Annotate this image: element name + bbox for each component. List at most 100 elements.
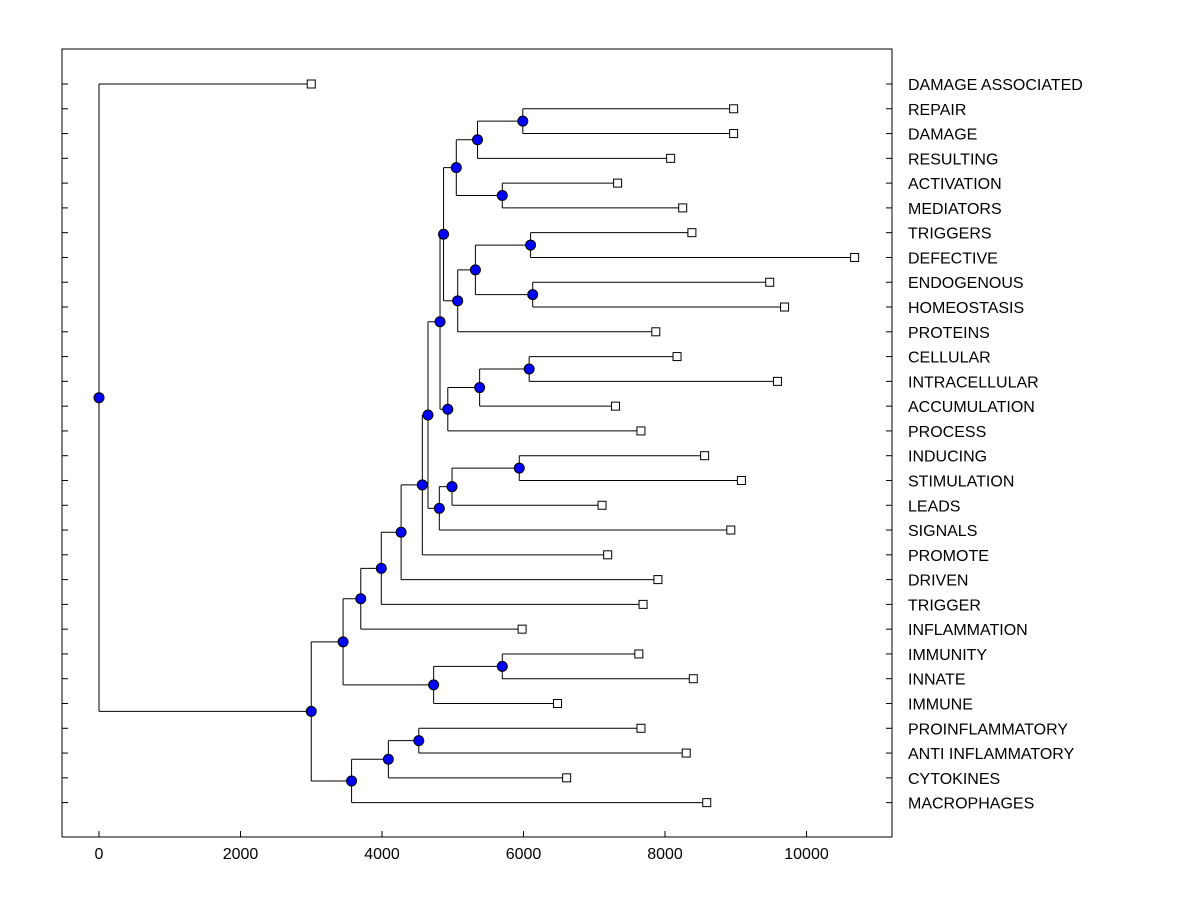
leaf-label: DEFECTIVE — [908, 250, 998, 267]
leaf-marker — [700, 451, 710, 461]
merge-node — [346, 775, 358, 787]
leaf-marker — [597, 500, 607, 510]
merge-node — [93, 392, 105, 404]
merge-node — [413, 735, 425, 747]
leaf-marker — [610, 401, 620, 411]
leaf-marker — [729, 104, 739, 114]
leaf-marker — [736, 475, 746, 485]
leaf-label: PROCESS — [908, 424, 986, 441]
leaf-label: ACTIVATION — [908, 176, 1002, 193]
leaf-marker — [688, 674, 698, 684]
merge-node — [416, 479, 428, 491]
merge-node — [513, 462, 525, 474]
leaf-marker — [765, 277, 775, 287]
leaf-label: LEADS — [908, 498, 960, 515]
merge-node — [446, 481, 458, 493]
tick-marks — [62, 83, 892, 837]
leaf-label: MEDIATORS — [908, 201, 1002, 218]
leaf-marker — [552, 699, 562, 708]
leaf-marker — [613, 178, 623, 188]
merge-node — [452, 295, 464, 307]
leaf-marker — [687, 228, 697, 238]
leaf-label: SIGNALS — [908, 523, 977, 540]
leaf-marker — [638, 599, 648, 609]
leaf-marker — [636, 426, 646, 436]
x-tick-label: 0 — [95, 846, 104, 863]
merge-node — [469, 264, 481, 276]
leaf-label: HOMEOSTASIS — [908, 300, 1024, 317]
merge-node — [337, 636, 349, 648]
leaf-marker — [636, 723, 646, 733]
dendrogram-edges — [98, 83, 855, 804]
merge-node — [355, 593, 367, 605]
leaf-label: REPAIR — [908, 102, 966, 119]
leaf-label: CELLULAR — [908, 350, 991, 367]
leaf-marker — [729, 129, 739, 139]
leaf-label: ENDOGENOUS — [908, 275, 1024, 292]
leaf-label: INNATE — [908, 672, 965, 689]
leaf-marker — [678, 203, 688, 213]
leaf-label: PROINFLAMMATORY — [908, 721, 1068, 738]
leaf-labels: DAMAGE ASSOCIATED REPAIR DAMAGE RESULTING AC… — [908, 77, 1083, 813]
merge-node — [438, 228, 450, 240]
merge-node — [523, 363, 535, 375]
merge-nodes — [93, 115, 539, 787]
leaf-label: MACROPHAGES — [908, 796, 1034, 813]
merge-node — [442, 403, 454, 415]
merge-node — [472, 134, 484, 146]
x-tick-label: 8000 — [647, 846, 683, 863]
leaf-marker — [672, 352, 682, 362]
leaf-markers — [306, 79, 860, 808]
merge-node — [434, 316, 446, 328]
plot-frame — [61, 48, 893, 838]
leaf-label: ACCUMULATION — [908, 399, 1035, 416]
x-tick-label: 6000 — [506, 846, 542, 863]
leaf-marker — [653, 575, 663, 585]
leaf-marker — [603, 550, 613, 560]
merge-node — [525, 239, 537, 251]
x-tick-label: 10000 — [784, 846, 829, 863]
leaf-label: IMMUNE — [908, 697, 973, 714]
merge-node — [395, 526, 407, 538]
leaf-label: INTRACELLULAR — [908, 374, 1039, 391]
leaf-marker — [666, 153, 676, 163]
merge-node — [433, 502, 445, 514]
merge-node — [496, 190, 508, 202]
leaf-label: IMMUNITY — [908, 647, 987, 664]
merge-node — [474, 382, 486, 394]
leaf-marker — [681, 748, 691, 758]
leaf-label: RESULTING — [908, 151, 998, 168]
leaf-label: TRIGGERS — [908, 226, 992, 243]
leaf-label: PROTEINS — [908, 325, 990, 342]
x-tick-label: 2000 — [223, 846, 259, 863]
leaf-marker — [780, 302, 790, 312]
leaf-marker — [562, 773, 572, 783]
leaf-marker — [772, 376, 782, 386]
leaf-label: PROMOTE — [908, 548, 989, 565]
merge-node — [527, 289, 539, 301]
merge-node — [496, 660, 508, 672]
leaf-marker — [651, 327, 661, 337]
leaf-marker — [850, 252, 860, 262]
leaf-label: ANTI INFLAMMATORY — [908, 746, 1075, 763]
leaf-label: INFLAMMATION — [908, 622, 1028, 639]
leaf-label: DAMAGE — [908, 127, 977, 144]
merge-node — [422, 409, 434, 421]
leaf-label: TRIGGER — [908, 597, 981, 614]
leaf-label: INDUCING — [908, 449, 987, 466]
leaf-marker — [306, 79, 316, 89]
leaf-marker — [634, 649, 644, 659]
merge-node — [382, 753, 394, 765]
merge-node — [375, 562, 387, 574]
x-tick-labels: 0 2000 4000 6000 8000 10000 — [95, 846, 829, 863]
x-tick-label: 4000 — [364, 846, 400, 863]
leaf-marker — [702, 798, 712, 808]
leaf-label: STIMULATION — [908, 473, 1014, 490]
merge-node — [305, 705, 317, 717]
leaf-marker — [517, 624, 527, 634]
leaf-marker — [726, 525, 736, 535]
leaf-label: CYTOKINES — [908, 771, 1000, 788]
leaf-label: DAMAGE ASSOCIATED — [908, 77, 1083, 94]
merge-node — [517, 115, 529, 127]
